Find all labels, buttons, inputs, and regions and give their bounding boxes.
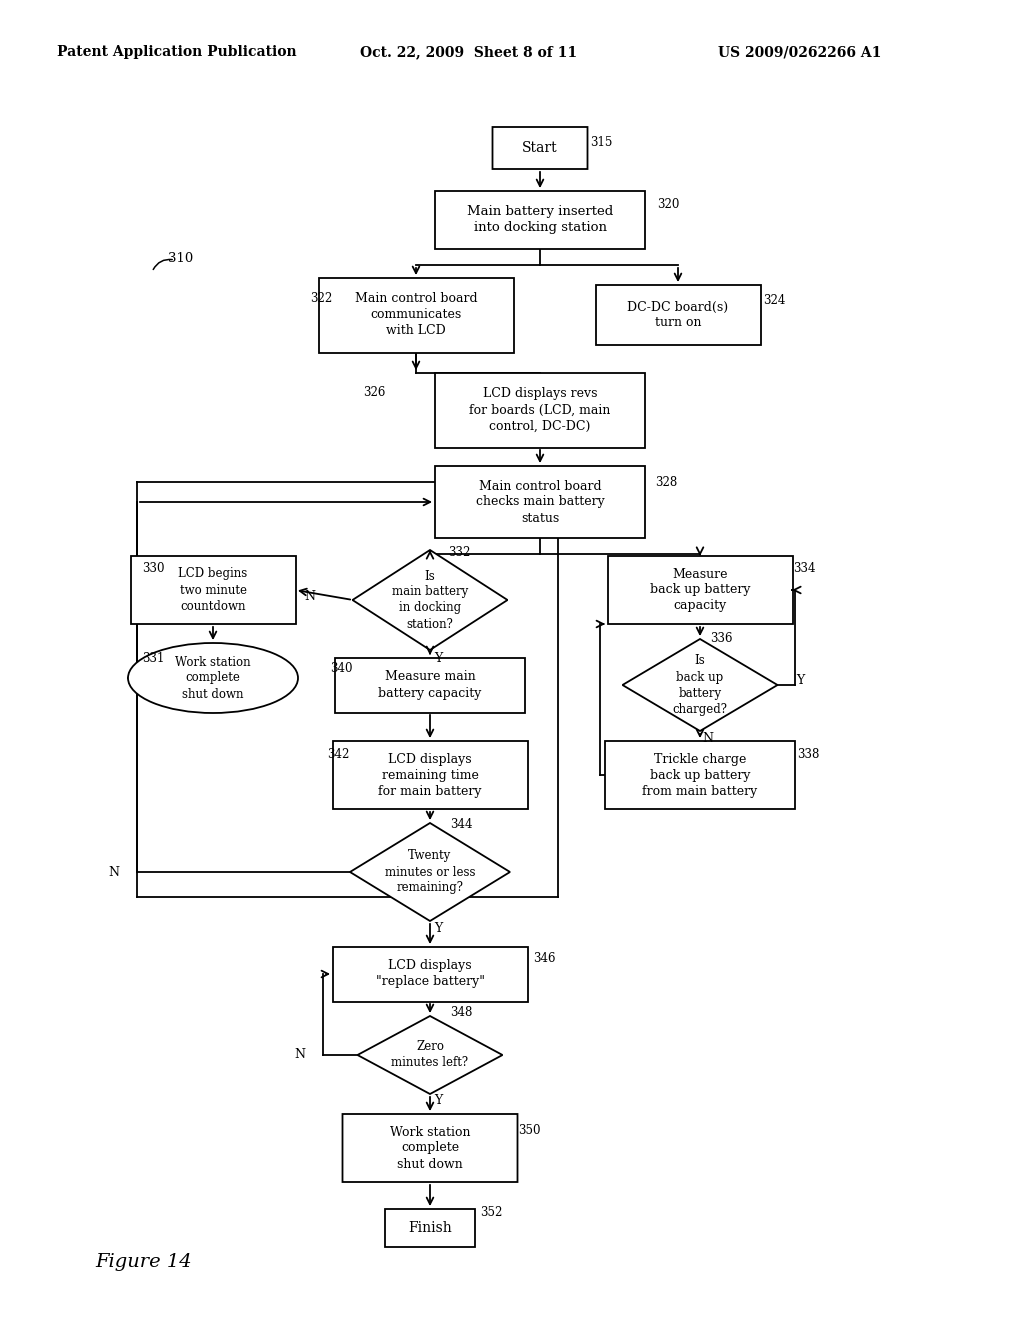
Text: LCD displays
remaining time
for main battery: LCD displays remaining time for main bat… bbox=[378, 752, 481, 797]
Text: Measure
back up battery
capacity: Measure back up battery capacity bbox=[650, 568, 751, 612]
Bar bbox=[435, 466, 645, 539]
Text: 352: 352 bbox=[480, 1206, 503, 1220]
Text: 338: 338 bbox=[797, 748, 819, 762]
Text: Start: Start bbox=[522, 141, 558, 154]
Text: 315: 315 bbox=[590, 136, 612, 149]
Text: LCD begins
two minute
countdown: LCD begins two minute countdown bbox=[178, 568, 248, 612]
Text: 326: 326 bbox=[362, 385, 385, 399]
Bar bbox=[333, 741, 527, 809]
Text: Measure main
battery capacity: Measure main battery capacity bbox=[378, 671, 481, 700]
Text: N: N bbox=[108, 866, 119, 879]
Polygon shape bbox=[350, 822, 510, 921]
Polygon shape bbox=[623, 639, 777, 731]
Text: Is
main battery
in docking
station?: Is main battery in docking station? bbox=[392, 569, 468, 631]
Ellipse shape bbox=[128, 643, 298, 713]
Text: N: N bbox=[702, 731, 714, 744]
Text: 342: 342 bbox=[327, 748, 349, 762]
Text: 334: 334 bbox=[793, 561, 815, 574]
Bar bbox=[335, 657, 525, 713]
Text: 322: 322 bbox=[310, 292, 332, 305]
Text: 346: 346 bbox=[534, 952, 555, 965]
Text: N: N bbox=[294, 1048, 305, 1061]
Text: Trickle charge
back up battery
from main battery: Trickle charge back up battery from main… bbox=[642, 752, 758, 797]
Text: Y: Y bbox=[434, 652, 442, 664]
Polygon shape bbox=[352, 550, 508, 649]
Text: 320: 320 bbox=[657, 198, 679, 211]
Bar bbox=[435, 191, 645, 249]
Text: Patent Application Publication: Patent Application Publication bbox=[57, 45, 297, 59]
Bar bbox=[596, 285, 761, 345]
Text: 344: 344 bbox=[450, 817, 472, 830]
Text: Main control board
checks main battery
status: Main control board checks main battery s… bbox=[475, 479, 604, 524]
Text: LCD displays
"replace battery": LCD displays "replace battery" bbox=[376, 960, 484, 989]
Text: Y: Y bbox=[434, 1093, 442, 1106]
Text: 324: 324 bbox=[763, 293, 785, 306]
Bar bbox=[318, 277, 513, 352]
Bar bbox=[333, 946, 527, 1002]
Text: LCD displays revs
for boards (LCD, main
control, DC-DC): LCD displays revs for boards (LCD, main … bbox=[469, 388, 610, 433]
Text: N: N bbox=[304, 590, 315, 602]
Text: Twenty
minutes or less
remaining?: Twenty minutes or less remaining? bbox=[385, 850, 475, 895]
Text: 332: 332 bbox=[449, 545, 470, 558]
Text: 331: 331 bbox=[142, 652, 165, 664]
FancyBboxPatch shape bbox=[493, 127, 588, 169]
Text: Oct. 22, 2009  Sheet 8 of 11: Oct. 22, 2009 Sheet 8 of 11 bbox=[360, 45, 578, 59]
FancyBboxPatch shape bbox=[342, 1114, 517, 1181]
Bar bbox=[607, 556, 793, 624]
Text: Y: Y bbox=[434, 921, 442, 935]
Text: 328: 328 bbox=[655, 475, 677, 488]
Text: 330: 330 bbox=[142, 561, 165, 574]
Text: 348: 348 bbox=[450, 1006, 472, 1019]
Text: Finish: Finish bbox=[409, 1221, 452, 1236]
Text: 336: 336 bbox=[710, 631, 732, 644]
Text: 340: 340 bbox=[330, 661, 352, 675]
Polygon shape bbox=[357, 1016, 503, 1094]
Text: Figure 14: Figure 14 bbox=[95, 1253, 191, 1271]
FancyBboxPatch shape bbox=[385, 1209, 475, 1247]
Text: Y: Y bbox=[796, 673, 804, 686]
Text: Is
back up
battery
charged?: Is back up battery charged? bbox=[673, 655, 727, 715]
Text: 350: 350 bbox=[518, 1123, 541, 1137]
Text: Main control board
communicates
with LCD: Main control board communicates with LCD bbox=[354, 293, 477, 338]
Bar bbox=[605, 741, 795, 809]
Text: US 2009/0262266 A1: US 2009/0262266 A1 bbox=[718, 45, 882, 59]
Text: Zero
minutes left?: Zero minutes left? bbox=[391, 1040, 469, 1069]
Bar bbox=[130, 556, 296, 624]
Bar bbox=[435, 372, 645, 447]
Text: Work station
complete
shut down: Work station complete shut down bbox=[390, 1126, 470, 1171]
Text: 310: 310 bbox=[168, 252, 194, 264]
Text: Work station
complete
shut down: Work station complete shut down bbox=[175, 656, 251, 701]
Text: DC-DC board(s)
turn on: DC-DC board(s) turn on bbox=[628, 301, 728, 330]
Text: Main battery inserted
into docking station: Main battery inserted into docking stati… bbox=[467, 206, 613, 235]
